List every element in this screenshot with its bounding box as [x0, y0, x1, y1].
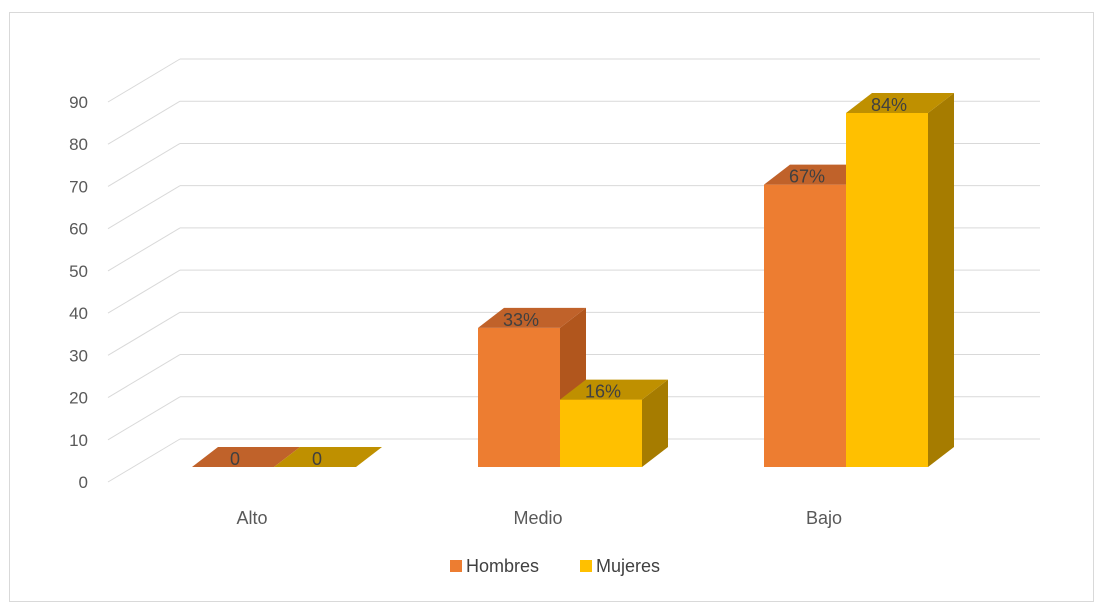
bar-side-mujeres-bajo	[928, 93, 954, 467]
bars	[192, 93, 954, 467]
category-label: Alto	[236, 508, 267, 528]
data-labels: 0 0 33% 16% 67% 84%	[230, 95, 907, 469]
gridline-diagonal	[107, 58, 181, 103]
y-tick-label: 20	[69, 389, 88, 408]
bar-hombres-medio	[478, 327, 560, 467]
bar-top-mujeres-medio	[560, 379, 668, 400]
bar-top-mujeres-bajo	[846, 93, 954, 113]
data-label-hombres-bajo: 67%	[789, 167, 825, 187]
gridline-diagonal	[107, 311, 181, 356]
gridline-diagonal	[107, 438, 181, 483]
legend: Hombres Mujeres	[450, 556, 660, 576]
bar-mujeres-bajo	[846, 113, 928, 467]
y-tick-label: 50	[69, 262, 88, 281]
bar-top-hombres-bajo	[764, 164, 872, 185]
legend-label-mujeres: Mujeres	[596, 556, 660, 576]
y-tick-label: 90	[69, 93, 88, 112]
category-label: Medio	[513, 508, 562, 528]
bar-mujeres-medio	[560, 399, 642, 467]
legend-swatch-hombres	[450, 560, 462, 572]
bar-top-mujeres-alto	[274, 447, 382, 467]
bar-top-hombres-medio	[478, 307, 586, 328]
y-tick-label: 0	[79, 473, 88, 492]
gridline-diagonal	[107, 185, 181, 230]
bar-side-mujeres-medio	[642, 379, 668, 467]
gridline-diagonal	[107, 269, 181, 314]
gridline-diagonal	[107, 100, 181, 145]
category-label: Bajo	[806, 508, 842, 528]
data-label-mujeres-medio: 16%	[585, 382, 621, 402]
gridline-diagonal	[107, 396, 181, 441]
y-tick-label: 10	[69, 431, 88, 450]
gridline-diagonal	[107, 143, 181, 187]
y-tick-label: 80	[69, 135, 88, 154]
y-tick-label: 70	[69, 177, 88, 196]
y-tick-label: 60	[69, 220, 88, 239]
y-axis-ticks: 0 10 20 30 40 50 60 70 80 90	[69, 93, 88, 492]
y-tick-label: 40	[69, 304, 88, 323]
x-axis-categories: Alto Medio Bajo	[236, 508, 842, 528]
gridline-diagonal	[107, 354, 181, 398]
bar-top-hombres-alto	[192, 447, 300, 467]
data-label-mujeres-bajo: 84%	[871, 95, 907, 115]
data-label-hombres-alto: 0	[230, 449, 240, 469]
gridline-diagonal	[107, 227, 181, 272]
y-tick-label: 30	[69, 346, 88, 365]
data-label-hombres-medio: 33%	[503, 310, 539, 330]
legend-swatch-mujeres	[580, 560, 592, 572]
data-label-mujeres-alto: 0	[312, 449, 322, 469]
legend-label-hombres: Hombres	[466, 556, 539, 576]
bar-hombres-bajo	[764, 184, 846, 467]
